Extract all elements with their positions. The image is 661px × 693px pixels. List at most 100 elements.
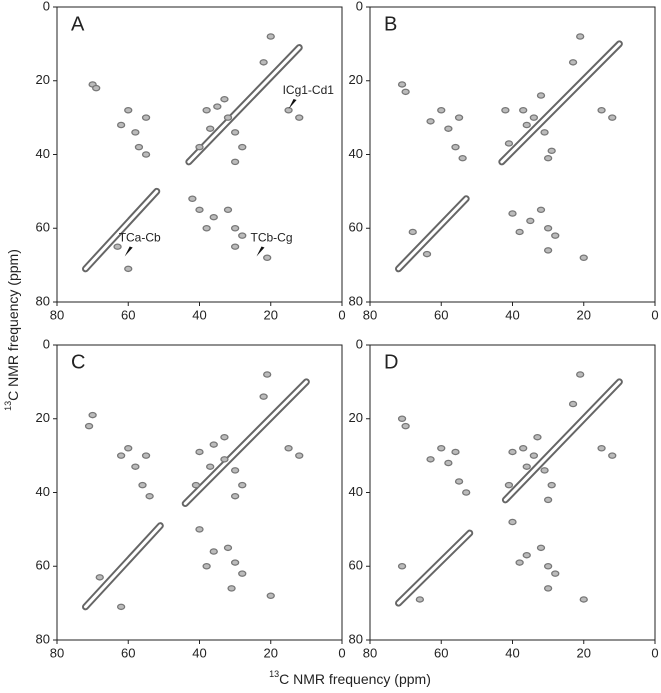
peak — [536, 544, 546, 552]
peak — [238, 143, 247, 151]
peak — [220, 95, 229, 103]
peak — [547, 147, 556, 155]
peak — [515, 228, 524, 236]
peak — [266, 592, 275, 600]
peak — [195, 143, 204, 151]
peak — [508, 448, 517, 456]
peak — [141, 151, 151, 158]
y-tick-label: 60 — [36, 558, 50, 573]
y-tick-label: 60 — [36, 220, 50, 235]
y-tick-label: 60 — [349, 558, 363, 573]
peak — [95, 574, 104, 581]
peak — [230, 243, 240, 250]
annotation: ICg1-Cd1 — [283, 83, 335, 97]
peak — [533, 433, 542, 441]
x-tick-label: 20 — [264, 307, 278, 322]
peak — [608, 452, 617, 459]
y-label-text: C NMR frequency (ppm) — [5, 249, 21, 401]
peak — [576, 33, 585, 40]
x-tick-label: 40 — [505, 645, 519, 660]
peak — [597, 444, 606, 452]
peak — [397, 415, 407, 422]
x-tick-label: 80 — [363, 645, 377, 660]
diagonal — [397, 42, 621, 271]
peak — [223, 114, 233, 121]
peak — [223, 544, 233, 552]
peak — [504, 481, 514, 489]
peak — [597, 107, 606, 114]
y-tick-label: 40 — [36, 484, 50, 499]
peak — [543, 247, 553, 254]
peak — [408, 228, 417, 236]
peak — [209, 548, 218, 555]
peak — [397, 81, 407, 88]
peak — [220, 433, 229, 441]
peak — [124, 265, 133, 273]
peak — [206, 125, 215, 132]
annotation-arrow — [124, 246, 133, 257]
peak — [116, 121, 126, 129]
peak — [145, 492, 154, 500]
peak — [540, 467, 549, 474]
peak — [213, 103, 222, 110]
peak — [230, 559, 240, 566]
peak — [536, 206, 546, 214]
peak — [202, 224, 211, 232]
peak — [195, 448, 204, 456]
y-tick-label: 20 — [36, 72, 50, 87]
peak — [141, 114, 151, 121]
x-tick-label: 60 — [121, 307, 135, 322]
x-tick-label: 20 — [577, 307, 591, 322]
peak — [238, 570, 247, 577]
peak — [522, 121, 531, 129]
x-tick-label: 20 — [577, 645, 591, 660]
annotation: TCb-Cg — [251, 231, 293, 245]
y-tick-label: 0 — [43, 0, 50, 13]
peak — [458, 154, 467, 162]
peak — [415, 596, 425, 603]
y-tick-label: 0 — [356, 0, 363, 13]
peak — [519, 107, 528, 114]
y-tick-label: 0 — [356, 336, 363, 351]
peak — [84, 422, 94, 430]
peak — [543, 154, 553, 162]
x-tick-label: 20 — [264, 645, 278, 660]
y-tick-label: 0 — [43, 336, 50, 351]
peak — [504, 140, 514, 147]
peak — [188, 195, 197, 202]
peak — [263, 254, 272, 261]
peak — [131, 463, 140, 470]
peak — [579, 596, 588, 603]
x-tick-label: 80 — [50, 307, 64, 322]
y-tick-label: 20 — [36, 410, 50, 425]
peak — [543, 496, 553, 504]
panel-letter: C — [71, 351, 85, 373]
panel-letter: A — [71, 13, 85, 35]
peak — [422, 250, 432, 258]
x-tick-label: 80 — [363, 307, 377, 322]
annotation-arrow — [256, 246, 265, 257]
peak — [426, 118, 435, 125]
x-tick-label: 0 — [651, 645, 658, 660]
peak — [230, 467, 240, 474]
peak — [206, 463, 215, 470]
peak — [230, 224, 240, 232]
peak — [230, 129, 240, 136]
peak — [519, 444, 528, 452]
peak — [295, 114, 304, 121]
peak — [92, 84, 101, 92]
peak — [526, 217, 535, 225]
y-tick-label: 60 — [349, 220, 363, 235]
peak — [116, 452, 126, 459]
diagonal — [397, 380, 621, 605]
x-tick-label: 0 — [338, 645, 345, 660]
y-tick-label: 80 — [349, 631, 363, 646]
x-tick-label: 40 — [192, 307, 206, 322]
peak — [230, 158, 240, 166]
peak — [451, 143, 460, 151]
peak — [131, 129, 140, 136]
peak — [522, 463, 531, 470]
peak — [259, 59, 268, 66]
peak — [401, 88, 410, 96]
